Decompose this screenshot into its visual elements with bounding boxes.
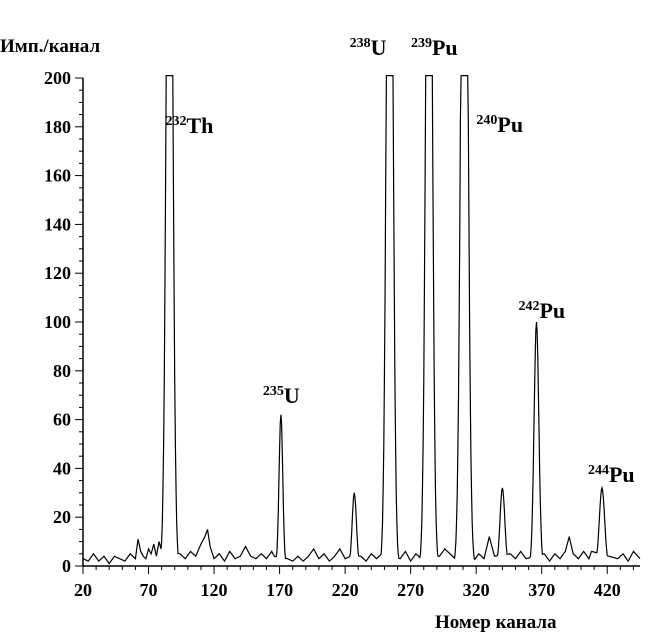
isotope-symbol: U	[284, 383, 300, 408]
x-tick-label: 270	[397, 580, 424, 600]
x-tick-label: 220	[332, 580, 359, 600]
x-tick-label: 70	[140, 580, 158, 600]
isotope-symbol: U	[371, 35, 387, 60]
isotope-mass-number: 239	[411, 36, 432, 51]
x-tick-label: 370	[528, 580, 555, 600]
isotope-symbol: Pu	[497, 112, 523, 137]
y-tick-label: 180	[44, 117, 71, 137]
isotope-label-242: 242Pu	[518, 298, 565, 323]
isotope-label-232: 232Th	[165, 113, 213, 138]
x-tick-label: 320	[463, 580, 490, 600]
isotope-mass-number: 242	[518, 299, 539, 314]
y-tick-label: 140	[44, 214, 71, 234]
y-tick-label: 120	[44, 263, 71, 283]
y-tick-label: 60	[53, 410, 71, 430]
isotope-label-240: 240Pu	[476, 112, 523, 137]
x-tick-label: 170	[266, 580, 293, 600]
y-tick-label: 200	[44, 68, 71, 88]
isotope-symbol: Pu	[609, 462, 635, 487]
isotope-symbol: Th	[186, 113, 213, 138]
y-tick-label: 80	[53, 361, 71, 381]
isotope-label-244: 244Pu	[588, 462, 635, 487]
isotope-mass-number: 235	[263, 384, 284, 399]
y-axis-title: Имп./канал	[0, 36, 100, 57]
isotope-mass-number: 240	[476, 113, 497, 128]
y-tick-label: 100	[44, 312, 71, 332]
x-tick-label: 20	[74, 580, 92, 600]
isotope-label-239: 239Pu	[411, 35, 458, 60]
isotope-symbol: Pu	[539, 298, 565, 323]
isotope-mass-number: 238	[350, 36, 371, 51]
isotope-mass-number: 232	[165, 114, 186, 129]
axis-ticks	[75, 77, 634, 574]
y-tick-label: 160	[44, 166, 71, 186]
x-axis-title: Номер канала	[435, 612, 557, 633]
y-tick-labels: 0 20 40 60 80 100 120 140 160 180 200	[44, 68, 71, 576]
x-tick-label: 120	[201, 580, 228, 600]
isotope-mass-number: 244	[588, 463, 609, 478]
isotope-symbol: Pu	[432, 35, 458, 60]
y-tick-label: 20	[53, 507, 71, 527]
isotope-label-235: 235U	[263, 383, 300, 408]
isotope-label-238: 238U	[350, 35, 387, 60]
spectrum-line	[82, 75, 641, 565]
x-tick-label: 420	[594, 580, 621, 600]
y-tick-label: 0	[62, 556, 71, 576]
y-tick-label: 40	[53, 458, 71, 478]
x-tick-labels: 20 70 120 170 220 270 320 370 420	[74, 580, 621, 600]
